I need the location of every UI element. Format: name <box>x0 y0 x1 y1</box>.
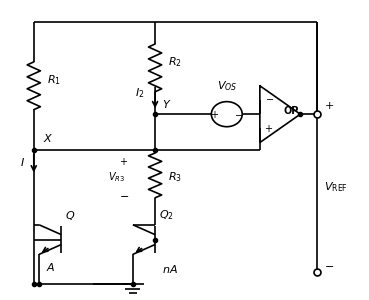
Text: $-$: $-$ <box>324 260 334 271</box>
Text: $V_{R3}$: $V_{R3}$ <box>108 170 125 184</box>
Text: $+$: $+$ <box>210 109 220 120</box>
Text: OP: OP <box>283 106 299 116</box>
Text: $-$: $-$ <box>234 109 243 119</box>
Text: $nA$: $nA$ <box>162 262 178 274</box>
Text: $-$: $-$ <box>119 190 129 200</box>
Text: $Q_2$: $Q_2$ <box>159 208 174 221</box>
Text: $+$: $+$ <box>119 156 128 167</box>
Text: $A$: $A$ <box>46 261 56 273</box>
Text: $R_2$: $R_2$ <box>168 55 182 69</box>
Text: $R_3$: $R_3$ <box>168 170 182 184</box>
Text: $I_2$: $I_2$ <box>135 86 144 100</box>
Text: $I$: $I$ <box>20 156 25 168</box>
Text: $X$: $X$ <box>43 132 53 144</box>
Text: $R_1$: $R_1$ <box>46 73 61 87</box>
Text: $+$: $+$ <box>264 123 273 134</box>
Text: $-$: $-$ <box>265 94 275 103</box>
Text: $V_{\rm REF}$: $V_{\rm REF}$ <box>324 180 348 194</box>
Text: $Q$: $Q$ <box>65 208 75 221</box>
Text: $+$: $+$ <box>324 100 334 111</box>
Text: $Y$: $Y$ <box>162 98 172 110</box>
Text: $V_{OS}$: $V_{OS}$ <box>217 79 237 93</box>
